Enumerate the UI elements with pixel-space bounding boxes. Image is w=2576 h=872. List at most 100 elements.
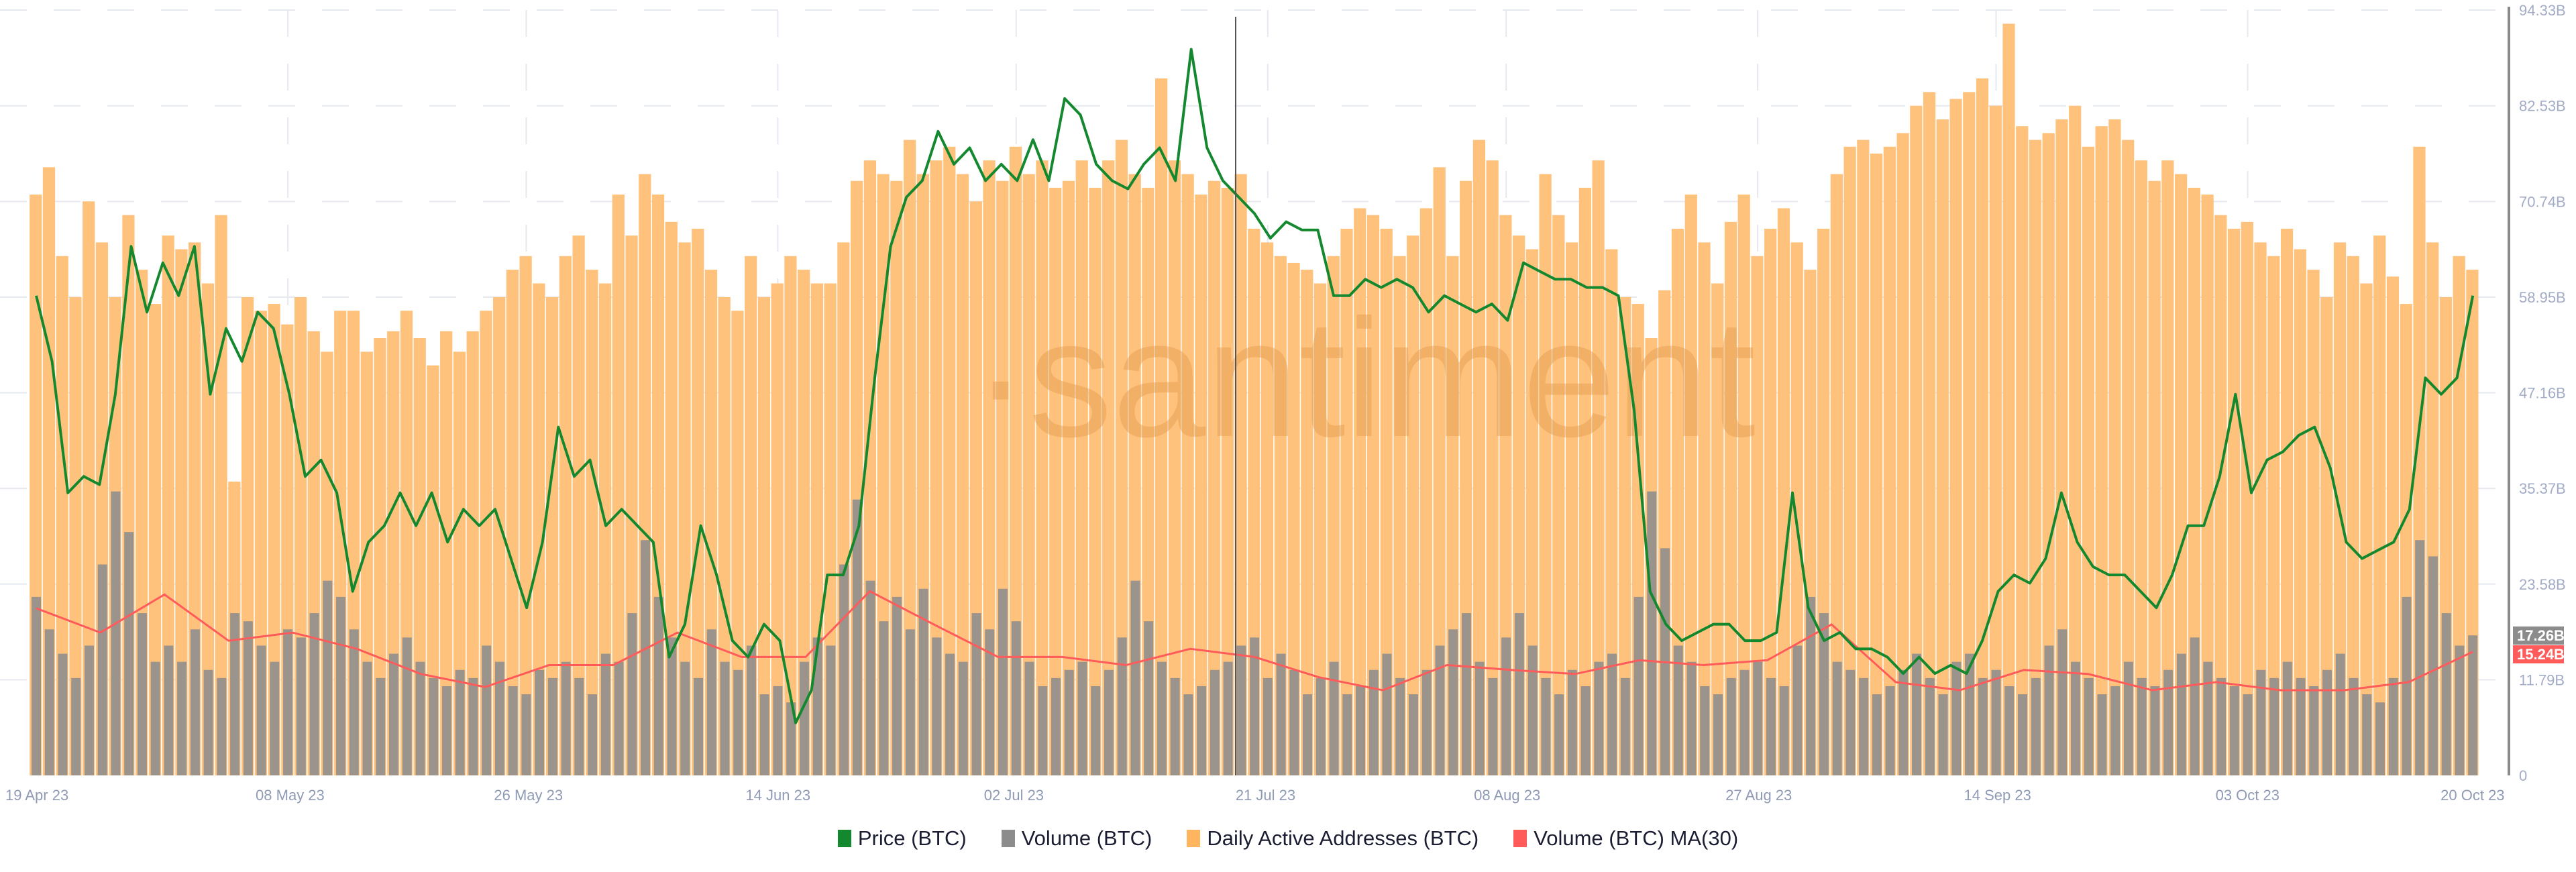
volume-bar [1726,677,1736,775]
current-value-badges: 17.26B 15.24B [2513,626,2565,663]
volume-bar [44,629,54,775]
daa-bar [930,160,943,775]
volume-bar [2057,629,2068,775]
volume-bar [1647,491,1657,775]
daa-bar [1155,78,1168,775]
daa-bar [559,256,572,775]
volume-bar [1832,661,1842,775]
daa-bar [2214,215,2227,775]
x-tick-label: 20 Oct 23 [2440,787,2504,804]
volume-bar [720,661,730,775]
volume-bar [203,669,213,775]
daa-bar [2016,126,2029,775]
daa-bar [201,283,214,775]
volume-bar [1197,686,1207,775]
volume-bar [1276,653,1286,775]
volume-bar [1951,661,1962,775]
volume-bar [468,677,478,775]
legend-item-volume-ma30[interactable]: Volume (BTC) MA(30) [1513,826,1738,851]
volume-bar [985,629,995,775]
daa-bar [1221,187,1234,775]
daa-bar [1393,256,1406,775]
x-axis-ticks: 19 Apr 23 08 May 23 26 May 23 14 Jun 23 02 J… [5,787,2505,804]
daa-bar [2188,187,2200,775]
y-tick-label: 58.95B [2519,289,2566,306]
daa-bar [2069,105,2082,775]
volume-bar [1912,653,1922,775]
volume-bar [71,677,81,775]
volume-bar [137,613,147,775]
daa-bar [427,365,439,775]
volume-bar [879,621,889,775]
volume-bar [812,637,822,775]
daa-bar [466,331,479,775]
daa-bar [2135,160,2148,775]
volume-bar [1091,686,1101,775]
daa-bar [943,146,956,775]
daa-bar [1313,283,1327,775]
volume-bar [58,653,68,775]
legend-item-daily-active-addresses[interactable]: Daily Active Addresses (BTC) [1187,826,1479,851]
daa-bar [2241,221,2253,775]
volume-bar [2097,694,2107,775]
daa-bar [1168,160,1181,775]
volume-ma30-line [36,590,2473,692]
legend-item-price[interactable]: Price (BTC) [837,826,967,851]
daa-bar [2029,140,2042,775]
daa-bar [1287,262,1300,775]
volume-bar [1819,613,1829,775]
volume-bar [1316,677,1326,775]
volume-bar [1263,677,1273,775]
daa-bar [69,296,82,775]
daa-bar [2307,270,2320,775]
volume-bar [2203,661,2213,775]
daa-bar [1883,146,1896,775]
volume-bar [1567,669,1577,775]
volume-bar [694,677,703,775]
legend-item-volume[interactable]: Volume (BTC) [1001,826,1152,851]
volume-bar [2309,686,2319,775]
volume-bar [945,653,955,775]
volume-bar [1739,669,1750,775]
volume-bar [918,588,928,775]
x-tick-label: 21 Jul 23 [1236,787,1295,804]
volume-bar [243,621,253,775]
volume-bar [2137,677,2147,775]
volume-bar [1250,637,1260,775]
volume-bar [1501,637,1511,775]
daa-bar [1260,242,1274,775]
daa-bar [440,331,453,775]
volume-bar [627,613,637,775]
daa-bar [1724,221,1737,775]
daa-bar [1525,249,1538,775]
daa-bar [2042,133,2055,775]
daa-bar [1751,256,1764,775]
volume-bar [971,613,981,775]
volume-bar [2282,661,2292,775]
daa-bar [1565,242,1578,775]
daa-bar [533,283,545,775]
volume-bar [588,694,598,775]
daa-bar [757,296,771,775]
daa-bar [1896,133,1909,775]
daa-bar [2108,119,2121,775]
daa-bar [572,235,585,775]
daa-bar [798,270,810,775]
volume-bar [2243,694,2253,775]
daa-bar [784,256,797,775]
daa-bar [1976,78,1989,775]
volume-bar [482,645,492,775]
volume-bar [124,532,134,775]
volume-bar [1859,677,1869,775]
daa-bar [1857,140,1870,775]
volume-bar [892,596,902,775]
daa-bar [2095,126,2108,775]
daa-bar [1870,153,1883,775]
volume-bar [865,580,875,775]
volume-bar [1329,661,1339,775]
daa-bar [586,270,598,775]
volume-bar [1408,694,1418,775]
x-tick-label: 08 May 23 [256,787,325,804]
daa-bar [1592,160,1605,775]
